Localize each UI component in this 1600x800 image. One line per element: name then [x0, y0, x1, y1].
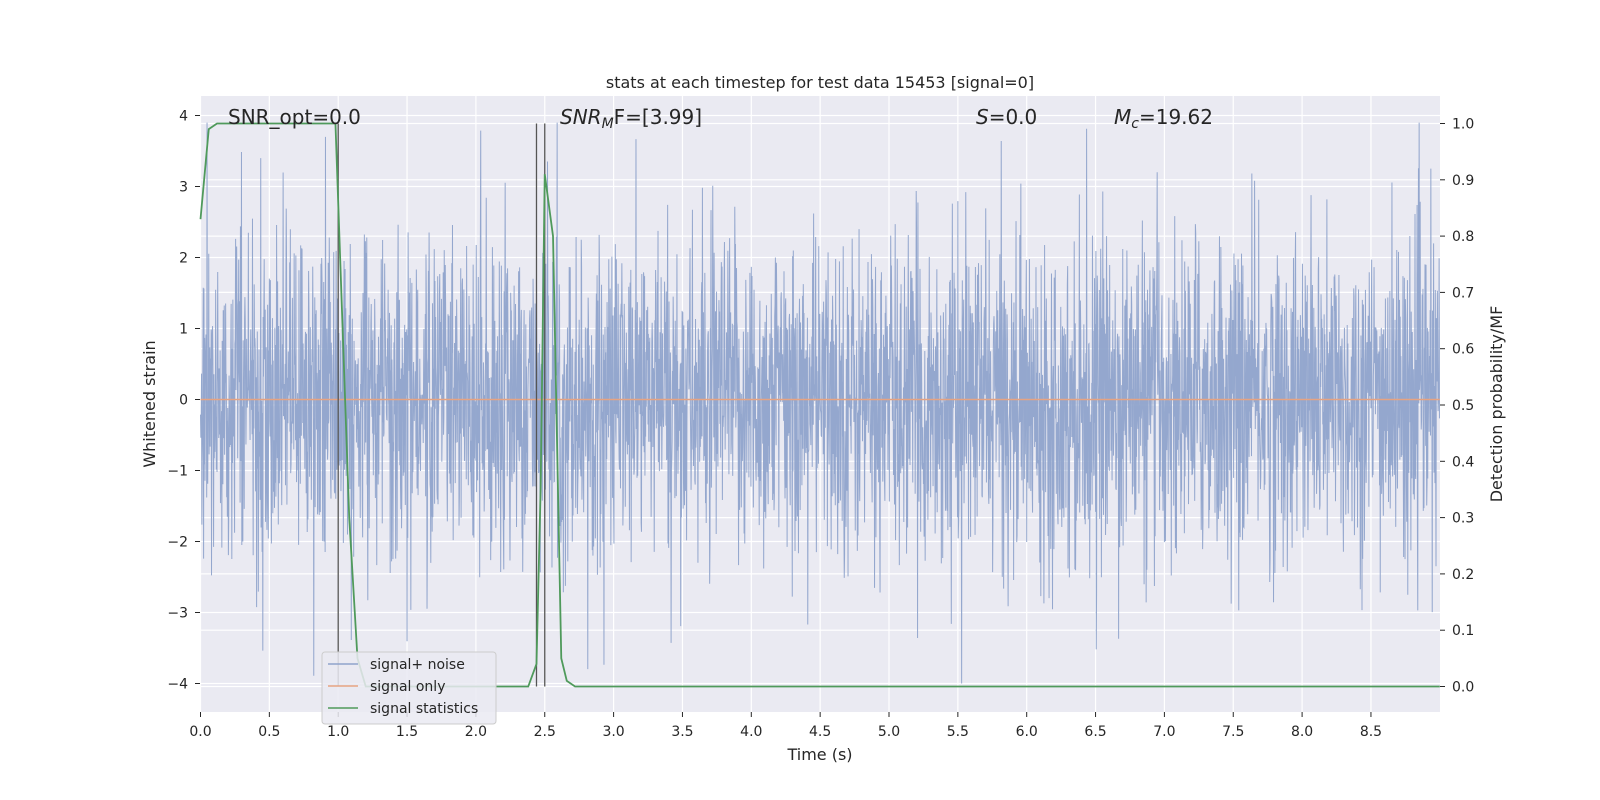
y2-tick-label: 0.1 — [1452, 623, 1474, 639]
y-tick-label: 4 — [179, 109, 188, 125]
annotation-mc: Mc=19.62 — [1114, 105, 1213, 132]
x-axis-label: Time (s) — [786, 745, 852, 764]
mc-label: M — [1114, 105, 1131, 129]
legend-label-signal-only: signal only — [370, 679, 445, 695]
x-tick-label: 0.5 — [258, 724, 280, 740]
y-tick-label: 0 — [179, 393, 188, 409]
y2-tick-label: 1.0 — [1452, 117, 1474, 133]
y2-tick-label: 0.7 — [1452, 285, 1474, 301]
x-tick-label: 5.5 — [947, 724, 969, 740]
x-tick-label: 2.0 — [465, 724, 487, 740]
y-tick-label: −3 — [167, 606, 188, 622]
chart-title: stats at each timestep for test data 154… — [606, 73, 1034, 92]
legend-label-signal-statistics: signal statistics — [370, 701, 478, 717]
x-tick-label: 8.0 — [1291, 724, 1313, 740]
x-tick-label: 3.0 — [602, 724, 624, 740]
mc-subscript: c — [1131, 116, 1139, 132]
signal-noise-line — [200, 122, 1440, 684]
y-tick-label: 3 — [179, 180, 188, 196]
legend-box — [321, 651, 497, 725]
y-tick-labels: 4 3 2 1 0 −1 −2 −3 −4 — [167, 109, 200, 693]
mc-value: =19.62 — [1139, 105, 1213, 129]
y-axis-label: Whitened strain — [140, 340, 159, 467]
y2-tick-label: 0.6 — [1452, 342, 1474, 358]
y2-tick-label: 0.9 — [1452, 173, 1474, 189]
x-tick-label: 7.5 — [1222, 724, 1244, 740]
y2-tick-label: 0.3 — [1452, 511, 1474, 527]
y-tick-label: −1 — [167, 464, 188, 480]
x-tick-label: 0.0 — [189, 724, 211, 740]
s-value: =0.0 — [989, 105, 1038, 129]
x-tick-label: 6.0 — [1016, 724, 1038, 740]
signal-noise-series — [200, 122, 1440, 684]
annotation-snr-opt: SNR_opt=0.0 — [228, 105, 361, 129]
x-tick-label: 6.5 — [1084, 724, 1106, 740]
y-tick-label: −4 — [167, 677, 188, 693]
snr-mf-subscript: M — [602, 116, 614, 132]
y-tick-label: 2 — [179, 251, 188, 267]
y2-tick-labels: 1.0 0.9 0.8 0.7 0.6 0.5 0.4 0.3 0.2 0.1 0.0 — [1440, 117, 1474, 696]
y2-tick-label: 0.2 — [1452, 567, 1474, 583]
x-tick-labels: 0.0 0.5 1.0 1.5 2.0 2.5 3.0 3.5 4.0 4.5 5.0 5.5 6.0 6… — [189, 712, 1382, 740]
y2-tick-label: 0.5 — [1452, 398, 1474, 414]
x-tick-label: 2.5 — [534, 724, 556, 740]
x-tick-label: 4.5 — [809, 724, 831, 740]
y2-tick-label: 0.0 — [1452, 680, 1474, 696]
s-label: S — [976, 105, 989, 129]
legend-label-signal-noise: signal+ noise — [370, 657, 465, 673]
x-tick-label: 7.0 — [1153, 724, 1175, 740]
y2-tick-label: 0.4 — [1452, 454, 1474, 470]
annotation-s: S=0.0 — [976, 105, 1037, 129]
x-tick-label: 4.0 — [740, 724, 762, 740]
snr-mf-value: F=[3.99] — [614, 105, 702, 129]
y-tick-label: −2 — [167, 535, 188, 551]
y-tick-label: 1 — [179, 322, 188, 338]
legend: signal+ noise signal only signal statist… — [321, 651, 497, 725]
snr-mf-label: SNR — [560, 105, 602, 129]
y2-axis-label: Detection probability/MF — [1487, 306, 1506, 503]
x-tick-label: 1.0 — [327, 724, 349, 740]
x-tick-label: 5.0 — [878, 724, 900, 740]
x-tick-label: 1.5 — [396, 724, 418, 740]
annotation-snr-mf: SNRMF=[3.99] — [560, 105, 702, 132]
x-tick-label: 8.5 — [1360, 724, 1382, 740]
x-tick-label: 3.5 — [671, 724, 693, 740]
y2-tick-label: 0.8 — [1452, 229, 1474, 245]
